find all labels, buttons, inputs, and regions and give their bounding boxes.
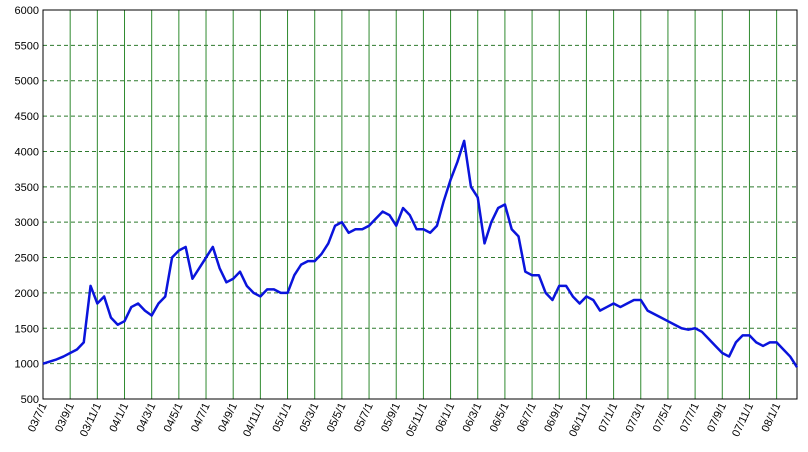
x-tick-label: 04/11/1 — [241, 401, 267, 439]
x-tick-label: 03/9/1 — [53, 401, 77, 434]
y-tick-label: 4500 — [15, 111, 39, 123]
x-tick-label: 07/11/1 — [730, 401, 756, 439]
x-tick-label: 06/9/1 — [542, 401, 566, 434]
x-tick-label: 04/5/1 — [162, 401, 186, 434]
y-tick-label: 1500 — [15, 323, 39, 335]
x-tick-label: 03/7/1 — [26, 401, 50, 434]
x-tick-label: 07/7/1 — [678, 401, 702, 434]
x-tick-label: 07/5/1 — [651, 401, 675, 434]
x-tick-label: 06/7/1 — [515, 401, 539, 434]
x-tick-label: 07/3/1 — [624, 401, 648, 434]
x-tick-label: 04/7/1 — [189, 401, 213, 434]
x-tick-label: 05/3/1 — [298, 401, 322, 434]
y-tick-label: 500 — [21, 394, 39, 406]
x-tick-label: 05/5/1 — [325, 401, 349, 434]
y-tick-label: 4000 — [15, 146, 39, 158]
y-tick-label: 5500 — [15, 40, 39, 52]
y-tick-label: 6000 — [15, 5, 39, 17]
x-tick-label: 03/11/1 — [78, 401, 104, 439]
x-tick-label: 08/1/1 — [760, 401, 784, 434]
plot-border — [42, 9, 798, 400]
y-tick-label: 2500 — [15, 253, 39, 265]
y-tick-label: 5000 — [15, 76, 39, 88]
x-tick-label: 04/9/1 — [216, 401, 240, 434]
x-tick-label: 06/5/1 — [488, 401, 512, 434]
y-tick-label: 3000 — [15, 217, 39, 229]
x-tick-label: 05/9/1 — [379, 401, 403, 434]
line-series — [42, 139, 799, 368]
x-tick-label: 06/3/1 — [461, 401, 485, 434]
x-tick-label: 07/9/1 — [705, 401, 729, 434]
x-tick-label: 05/11/1 — [404, 401, 430, 439]
y-tick-label: 1000 — [15, 359, 39, 371]
x-tick-label: 06/11/1 — [567, 401, 593, 439]
x-tick-label: 07/1/1 — [597, 401, 621, 434]
x-tick-label: 04/3/1 — [135, 401, 159, 434]
x-tick-label: 05/1/1 — [270, 401, 294, 434]
y-tick-label: 2000 — [15, 288, 39, 300]
x-tick-label: 04/1/1 — [107, 401, 131, 434]
x-tick-label: 06/1/1 — [433, 401, 457, 434]
y-tick-label: 3500 — [15, 182, 39, 194]
x-tick-label: 05/7/1 — [352, 401, 376, 434]
